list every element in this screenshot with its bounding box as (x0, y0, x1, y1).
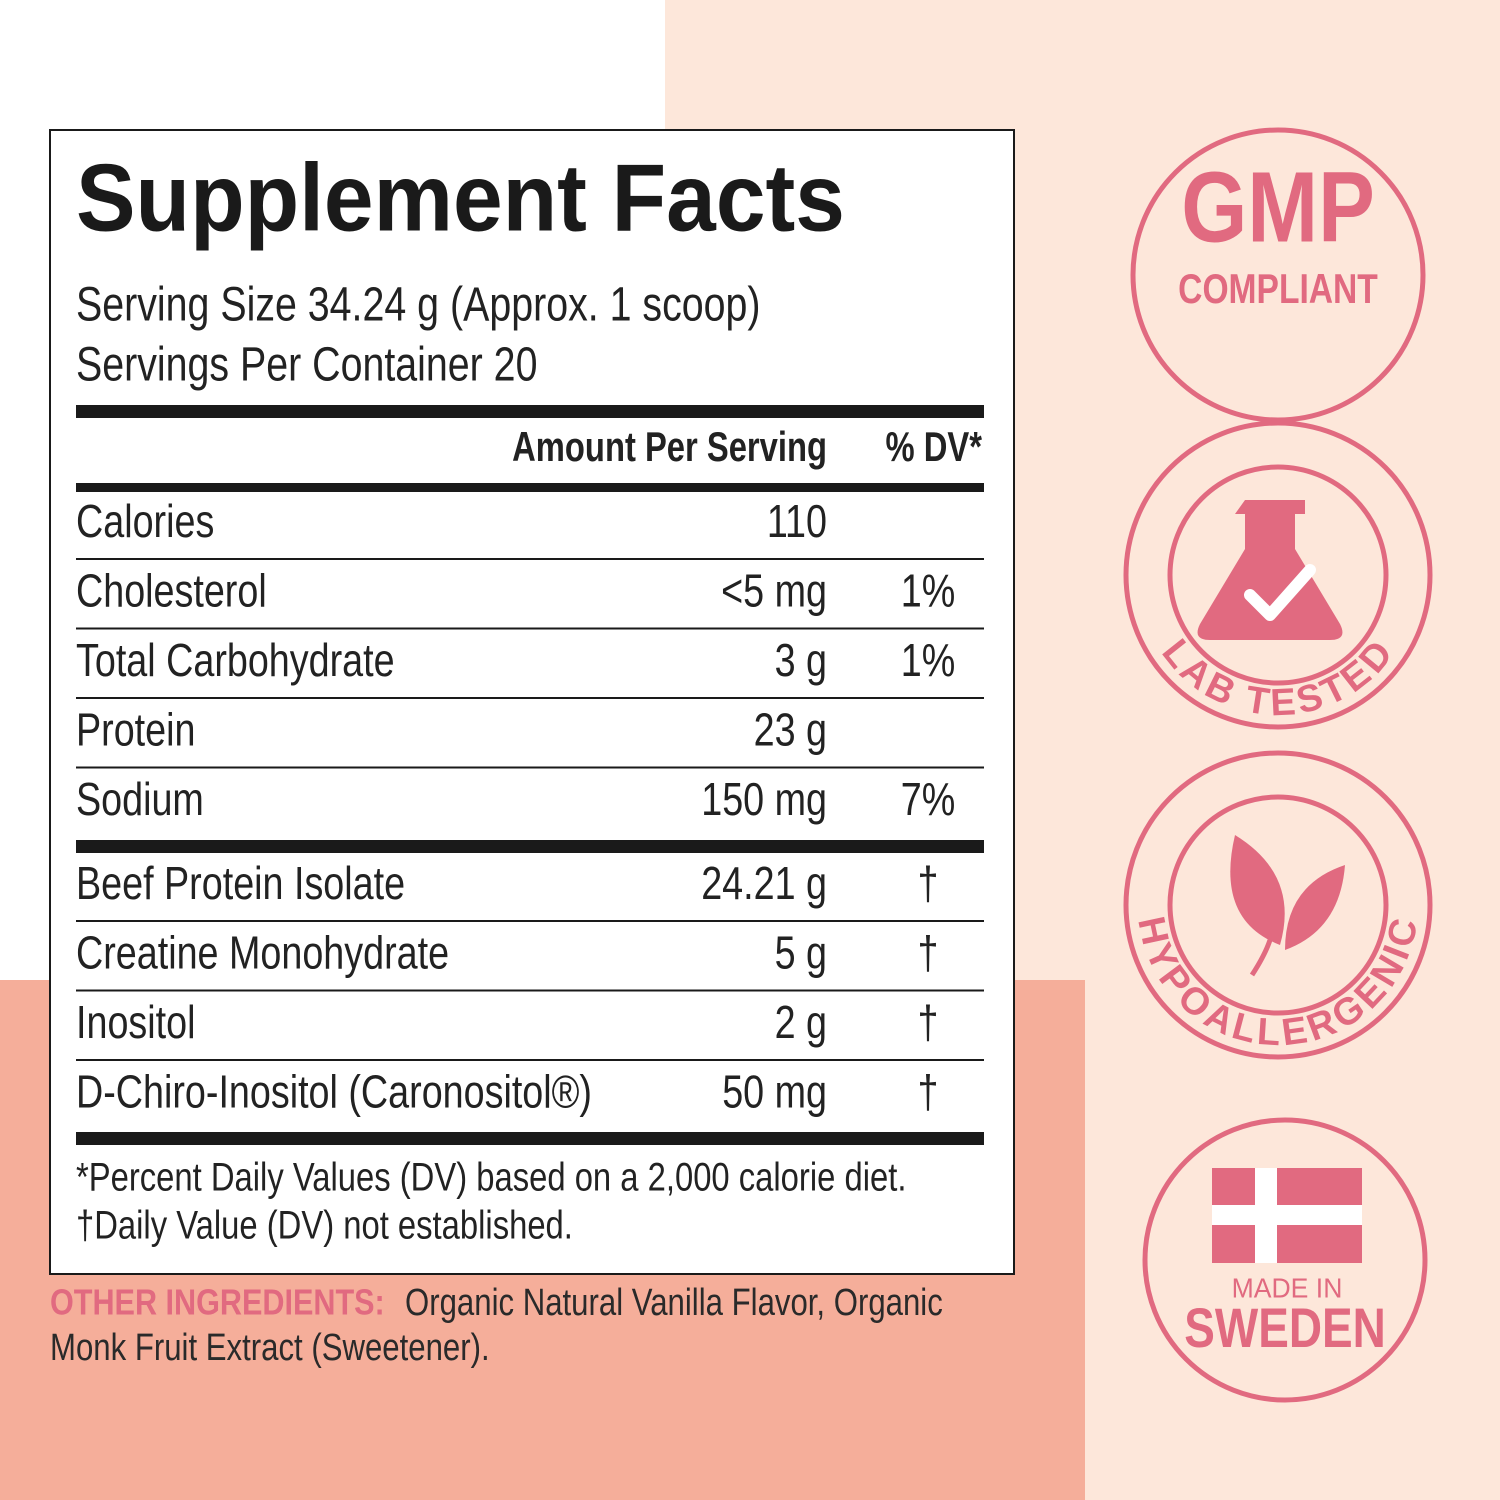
nutrient-name: Protein (76, 704, 195, 755)
footnote: *Percent Daily Values (DV) based on a 2,… (76, 1154, 906, 1199)
nutrient-amount: 24.21 g (701, 858, 827, 909)
other-ingredients-text: Organic Natural Vanilla Flavor, Organic (405, 1282, 943, 1324)
nutrient-dv: † (918, 997, 939, 1048)
thin-rule (76, 989, 984, 992)
nutrient-name: Total Carbohydrate (76, 635, 395, 686)
facts-box (49, 129, 1015, 1275)
thick-rule (76, 405, 984, 418)
facts-title: Supplement Facts (76, 143, 845, 251)
nutrient-name: Creatine Monohydrate (76, 927, 449, 978)
nutrient-name: Beef Protein Isolate (76, 858, 405, 909)
nutrient-dv: 1% (901, 635, 956, 686)
badge-rings (1123, 127, 1433, 1403)
nutrient-name: Inositol (76, 997, 195, 1048)
nutrient-amount: 3 g (775, 635, 827, 686)
nutrient-name: Cholesterol (76, 565, 267, 616)
other-ingredients-label: OTHER INGREDIENTS: (50, 1283, 385, 1323)
nutrient-name: Calories (76, 496, 214, 547)
nutrient-name: Sodium (76, 774, 204, 825)
thick-rule (76, 483, 984, 492)
badge-ring (1123, 750, 1433, 1060)
badge-inner-ring (1167, 794, 1389, 1016)
footnote: †Daily Value (DV) not established. (76, 1202, 573, 1247)
nutrient-amount: 2 g (775, 997, 827, 1048)
thin-rule (76, 627, 984, 630)
badge-ring (1142, 1117, 1428, 1403)
servings-per-container: Servings Per Container 20 (76, 338, 537, 392)
flask-icon (1197, 500, 1343, 640)
nutrient-amount: <5 mg (721, 565, 827, 616)
badge-small: MADE IN (1232, 1272, 1343, 1304)
flag-icon (1212, 1168, 1362, 1263)
badge-inner-ring (1167, 464, 1389, 686)
nutrient-name: D-Chiro-Inositol (Caronositol®) (76, 1066, 592, 1117)
thin-rule (76, 1059, 984, 1061)
thin-rule (76, 558, 984, 560)
nutrient-amount: 5 g (775, 927, 827, 978)
column-header: Amount Per Serving (512, 423, 827, 470)
nutrient-dv: 7% (901, 774, 956, 825)
nutrient-dv: † (918, 1066, 939, 1117)
badge-title: SWEDEN (1184, 1296, 1385, 1358)
badge-ring (1123, 420, 1433, 730)
thick-rule (76, 1132, 984, 1145)
badge-ring (1130, 127, 1426, 423)
nutrient-amount: 50 mg (722, 1066, 827, 1117)
thin-rule (76, 766, 984, 769)
nutrient-dv: 1% (901, 565, 956, 616)
badge-title: GMP (1181, 151, 1375, 263)
serving-size: Serving Size 34.24 g (Approx. 1 scoop) (76, 278, 761, 332)
thick-rule (76, 840, 984, 853)
nutrient-amount: 23 g (754, 704, 827, 755)
nutrient-dv: † (918, 858, 939, 909)
other-ingredients-text: Monk Fruit Extract (Sweetener). (50, 1327, 490, 1369)
nutrient-amount: 110 (767, 496, 827, 547)
thin-rule (76, 697, 984, 699)
leaf-icon (1230, 835, 1345, 977)
nutrient-dv: † (918, 927, 939, 978)
thin-rule (76, 920, 984, 922)
nutrient-amount: 150 mg (701, 774, 827, 825)
column-header: % DV* (886, 423, 983, 470)
badge-subtitle: COMPLIANT (1178, 267, 1378, 313)
